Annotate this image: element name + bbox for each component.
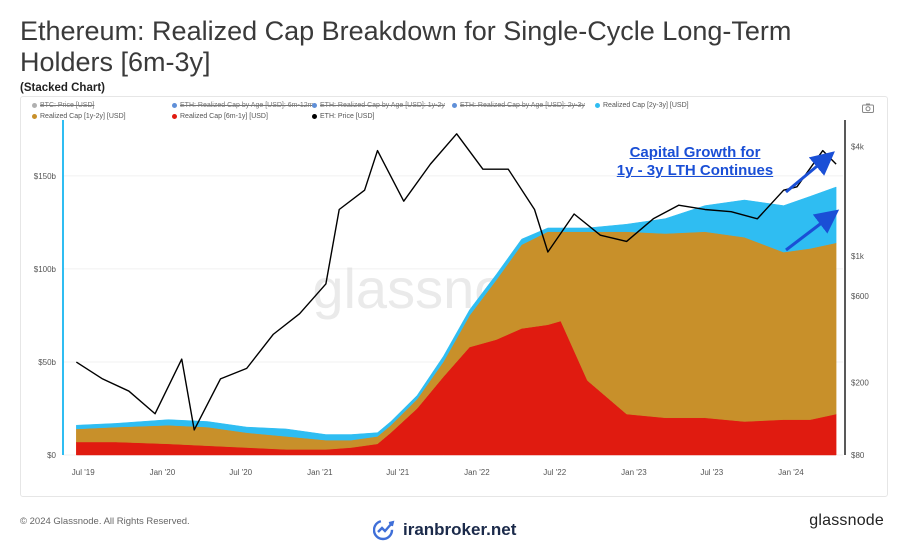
legend-dot — [172, 114, 177, 119]
annotation-line-2: 1y - 3y LTH Continues — [616, 162, 774, 179]
camera-icon[interactable] — [862, 103, 874, 113]
legend-dot — [452, 103, 457, 108]
legend-item-btc-price[interactable]: BTC: Price [USD] — [32, 102, 94, 109]
arrow-lower — [785, 209, 840, 252]
legend-item-realized-1y-2y[interactable]: Realized Cap [1y-2y] [USD] — [32, 113, 126, 120]
y-right-tick-label: $600 — [851, 292, 869, 301]
legend-item-1y-2y[interactable]: ETH: Realized Cap by Age [USD]: 1y-2y — [312, 102, 445, 109]
legend-label: ETH: Realized Cap by Age [USD]: 1y-2y — [320, 102, 445, 109]
legend-item-2y-3y[interactable]: ETH: Realized Cap by Age [USD]: 2y-3y — [452, 102, 585, 109]
legend-item-6m-12m[interactable]: ETH: Realized Cap by Age [USD]: 6m-12m — [172, 102, 313, 109]
y-left-tick-label: $150b — [34, 172, 57, 181]
legend-label: Realized Cap [6m-1y] [USD] — [180, 113, 268, 120]
annotation-arrows — [785, 151, 840, 252]
legend-label: ETH: Price [USD] — [320, 113, 375, 120]
legend-item-realized-2y-3y[interactable]: Realized Cap [2y-3y] [USD] — [595, 102, 689, 109]
legend-item-eth-price[interactable]: ETH: Price [USD] — [312, 113, 374, 120]
y-right-tick-label: $80 — [851, 451, 865, 460]
price-line-layer — [75, 133, 837, 431]
x-tick-label: Jan '23 — [621, 468, 647, 477]
y-right-tick-label: $4k — [851, 143, 865, 152]
x-tick-label: Jan '20 — [150, 468, 176, 477]
brand-watermark: iranbroker.net — [373, 519, 516, 541]
annotation-line-1: Capital Growth for — [629, 144, 761, 161]
y-right-tick-label: $1k — [851, 252, 865, 261]
x-tick-label: Jul '19 — [72, 468, 95, 477]
stacked-areas — [76, 186, 837, 456]
brand-text: iranbroker.net — [403, 520, 517, 539]
footer-copyright: © 2024 Glassnode. All Rights Reserved. — [20, 516, 190, 527]
axes-layer: $0 $50b $100b $150b $80 $200 $600 $1k $4k Jul '19… — [34, 120, 869, 477]
x-tick-label: Jul '20 — [229, 468, 252, 477]
legend-label: Realized Cap [1y-2y] [USD] — [40, 113, 126, 120]
y-left-tick-label: $100b — [34, 265, 57, 274]
footer-logo[interactable]: glassnode — [809, 512, 884, 529]
legend-dot — [172, 103, 177, 108]
x-tick-label: Jan '24 — [778, 468, 804, 477]
legend-label: ETH: Realized Cap by Age [USD]: 6m-12m — [180, 102, 314, 109]
chart-title: Ethereum: Realized Cap Breakdown for Sin… — [20, 16, 792, 77]
chart-subtitle: (Stacked Chart) — [20, 82, 105, 94]
brand-logo-icon — [373, 519, 395, 541]
legend-dot — [32, 114, 37, 119]
x-tick-label: Jul '21 — [386, 468, 409, 477]
x-tick-label: Jul '22 — [543, 468, 566, 477]
y-right-tick-label: $200 — [851, 379, 869, 388]
x-tick-label: Jan '21 — [307, 468, 333, 477]
legend-dot — [312, 114, 317, 119]
eth-price-line — [75, 133, 837, 431]
annotation-text: Capital Growth for 1y - 3y LTH Continues — [600, 144, 790, 180]
arrow-upper — [785, 151, 835, 194]
x-tick-label: Jan '22 — [464, 468, 490, 477]
legend-item-realized-6m-1y[interactable]: Realized Cap [6m-1y] [USD] — [172, 113, 268, 120]
legend-dot — [312, 103, 317, 108]
y-left-tick-label: $0 — [47, 451, 56, 460]
legend-label: ETH: Realized Cap by Age [USD]: 2y-3y — [460, 102, 585, 109]
legend-dot — [32, 103, 37, 108]
area-series-3 — [76, 186, 837, 441]
y-left-tick-label: $50b — [38, 358, 56, 367]
legend-label: Realized Cap [2y-3y] [USD] — [603, 102, 689, 109]
legend-dot — [595, 103, 600, 108]
x-tick-label: Jul '23 — [700, 468, 723, 477]
legend-label: BTC: Price [USD] — [40, 102, 95, 109]
